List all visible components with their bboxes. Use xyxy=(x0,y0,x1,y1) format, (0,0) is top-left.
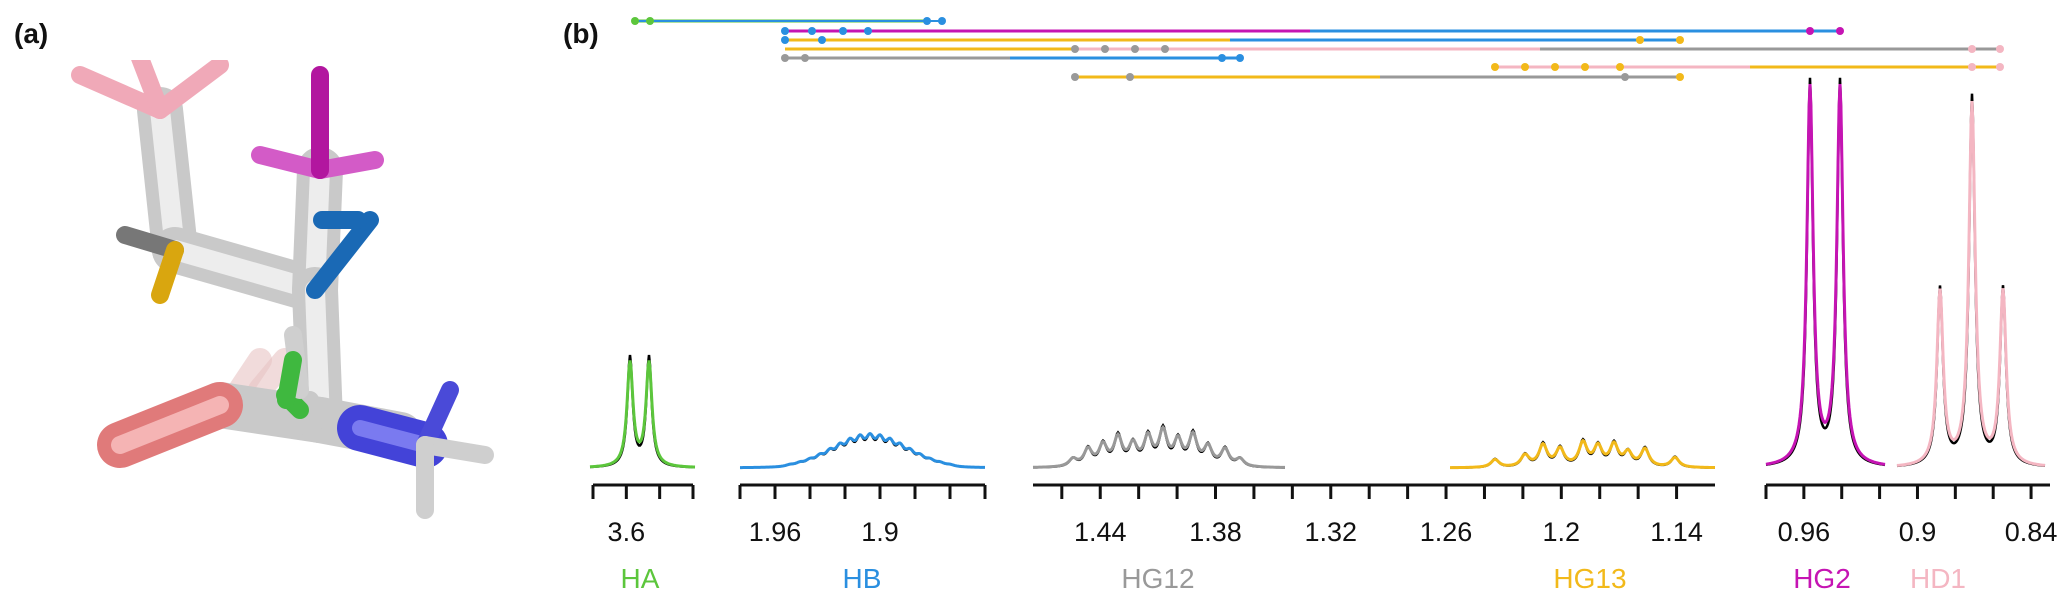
label-HG12: HG12 xyxy=(1121,563,1194,594)
ppm-tick-labels: 3.6 1.96 1.9 1.44 1.38 1.32 1.26 1.2 1.14 0.96 0.9… xyxy=(608,517,2058,547)
tick-label: 0.84 xyxy=(2005,517,2058,547)
trace-ref-HA xyxy=(589,354,696,469)
trace-ref-HG2 xyxy=(1765,77,1886,467)
tick-label: 1.26 xyxy=(1420,517,1473,547)
tick-label: 1.14 xyxy=(1650,517,1703,547)
trace-HA xyxy=(589,360,696,469)
label-HA: HA xyxy=(621,563,660,594)
trace-HD1 xyxy=(1896,100,2046,467)
trace-HG12 xyxy=(1032,424,1286,469)
tick-label: 1.32 xyxy=(1304,517,1357,547)
label-HG13: HG13 xyxy=(1553,563,1626,594)
trace-HG13 xyxy=(1449,438,1716,470)
trace-HB xyxy=(739,431,986,470)
coupling-network xyxy=(633,19,2000,79)
tick-label: 1.44 xyxy=(1074,517,1127,547)
tick-label: 0.9 xyxy=(1899,517,1937,547)
tick-label: 1.96 xyxy=(749,517,802,547)
panel-label-a: (a) xyxy=(14,18,49,49)
isoleucine-stick-model xyxy=(71,60,494,519)
ppm-axes xyxy=(591,483,2050,499)
label-HB: HB xyxy=(843,563,882,594)
trace-HG2 xyxy=(1765,83,1886,466)
tick-label: 1.9 xyxy=(861,517,899,547)
tick-label: 1.38 xyxy=(1189,517,1242,547)
tick-label: 1.2 xyxy=(1543,517,1581,547)
proton-labels: HA HB HG12 HG13 HG2 HD1 xyxy=(621,563,1966,594)
tick-label: 3.6 xyxy=(608,517,646,547)
tick-label: 0.96 xyxy=(1778,517,1831,547)
coupling-nodes xyxy=(631,17,2004,81)
panel-label-b: (b) xyxy=(563,18,599,49)
label-HG2: HG2 xyxy=(1793,563,1851,594)
spectrum-traces xyxy=(589,77,2046,470)
label-HD1: HD1 xyxy=(1910,563,1966,594)
